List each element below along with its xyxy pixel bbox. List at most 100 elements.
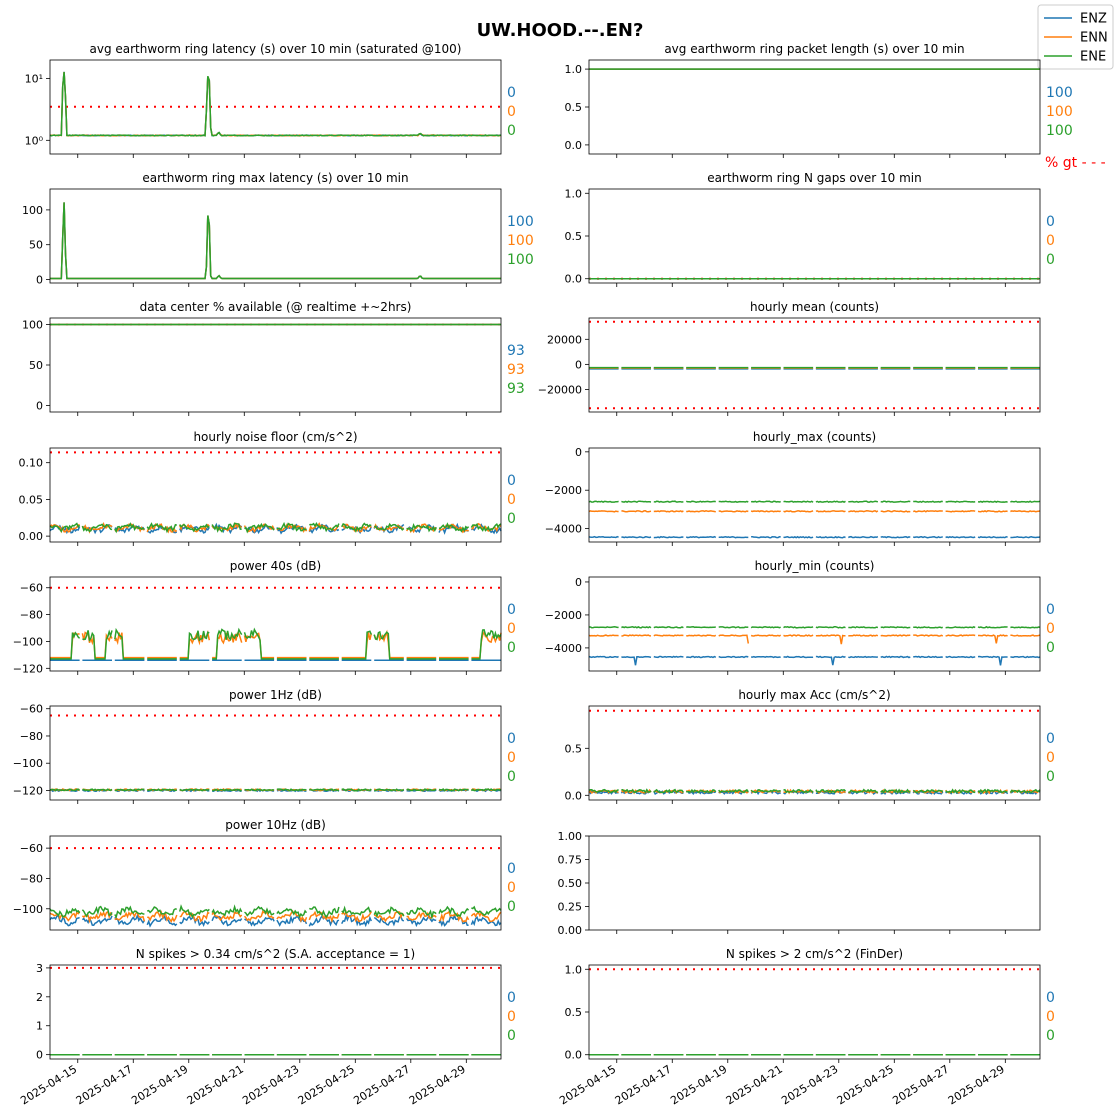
subplot-9: power 40s (dB) −120 −100 −80 −60 0 0 0	[13, 559, 516, 675]
subplot-3: earthworm ring max latency (s) over 10 m…	[22, 171, 534, 287]
y-tick-label: 1.0	[565, 187, 583, 200]
series-line-ene	[49, 72, 501, 137]
subplot-title: power 1Hz (dB)	[229, 688, 322, 702]
x-tick-label: 2025-04-25	[835, 1063, 896, 1108]
y-tick-label: 0	[36, 400, 43, 413]
y-tick-label: 0.5	[565, 101, 583, 114]
axes-frame	[49, 576, 502, 672]
subplot-4: earthworm ring N gaps over 10 min 0.0 0.5 1…	[565, 171, 1055, 287]
y-tick-label: −120	[13, 784, 43, 797]
percent-label-enz: 0	[507, 473, 516, 489]
y-tick-label: 50	[29, 239, 43, 252]
axes-frame	[49, 317, 502, 413]
subplot-title: N spikes > 2 cm/s^2 (FinDer)	[726, 947, 903, 961]
percent-label-ene: 100	[1046, 123, 1073, 139]
percent-label-ene: 0	[1046, 640, 1055, 656]
x-tick-label: 2025-04-19	[129, 1063, 190, 1108]
axes-frame	[49, 447, 502, 543]
subplot-12: hourly max Acc (cm/s^2) 0.0 0.5 0 0 0	[565, 688, 1055, 804]
axes-frame	[588, 447, 1041, 543]
subplot-title: power 40s (dB)	[230, 559, 321, 573]
subplot-6: hourly mean (counts) −20000 0 20000	[538, 300, 1041, 416]
subplot-title: earthworm ring N gaps over 10 min	[707, 171, 921, 185]
percent-label-enz: 0	[507, 990, 516, 1006]
percent-label-enz: 100	[507, 214, 534, 230]
subplot-2: avg earthworm ring packet length (s) ove…	[565, 42, 1106, 171]
series-line-ene	[588, 500, 1041, 504]
percent-label-enz: 0	[507, 85, 516, 101]
y-tick-label: 0.0	[565, 139, 583, 152]
x-tick-label: 2025-04-29	[407, 1063, 468, 1108]
percent-label-ene: 0	[507, 640, 516, 656]
percent-label-enn: 0	[507, 621, 516, 637]
subplot-title: N spikes > 0.34 cm/s^2 (S.A. acceptance …	[136, 947, 415, 961]
x-tick-label: 2025-04-29	[946, 1063, 1007, 1108]
series-line-enn	[50, 629, 502, 659]
y-tick-label: 10¹	[25, 73, 43, 86]
percent-label-ene: 0	[507, 769, 516, 785]
y-tick-label: 1.0	[565, 963, 583, 976]
y-tick-label: 0.75	[558, 854, 583, 867]
percent-label-ene: 0	[507, 123, 516, 139]
subplot-14: 0.00 0.25 0.50 0.75 1.00	[558, 830, 1041, 937]
y-tick-label: −100	[13, 757, 43, 770]
percent-label-ene: 0	[507, 1028, 516, 1044]
y-tick-label: −60	[20, 703, 43, 716]
percent-label-ene: 0	[507, 899, 516, 915]
x-tick-label: 2025-04-21	[185, 1063, 246, 1108]
axes-frame	[588, 964, 1041, 1060]
percent-label-enz: 0	[1046, 731, 1055, 747]
y-tick-label: 0.00	[19, 530, 44, 543]
axes-frame	[49, 705, 502, 801]
x-tick-label: 2025-04-21	[724, 1063, 785, 1108]
y-tick-label: 0	[575, 358, 582, 371]
y-tick-label: 0.5	[565, 230, 583, 243]
series-line-ene	[588, 788, 1041, 794]
y-tick-label: 20000	[547, 333, 582, 346]
subplot-title: hourly noise floor (cm/s^2)	[193, 430, 357, 444]
percent-label-enn: 0	[507, 104, 516, 120]
percent-label-enn: 0	[507, 880, 516, 896]
series-line-enn	[50, 71, 502, 137]
y-tick-label: −2000	[545, 484, 582, 497]
y-tick-label: 0	[575, 576, 582, 589]
axes-frame	[588, 705, 1041, 801]
y-tick-label: −100	[13, 635, 43, 648]
y-tick-label: 100	[22, 204, 43, 217]
subplot-1: avg earthworm ring latency (s) over 10 m…	[25, 42, 516, 158]
x-tick-label: 2025-04-23	[779, 1063, 840, 1108]
series-line-ene	[49, 904, 502, 921]
y-tick-label: 1.00	[558, 830, 583, 843]
subplot-title: hourly_max (counts)	[753, 430, 876, 444]
series-line-ene	[589, 625, 1041, 629]
axes-frame	[588, 835, 1041, 931]
y-tick-label: 0.50	[558, 877, 583, 890]
subplot-title: avg earthworm ring latency (s) over 10 m…	[90, 42, 462, 56]
axes-frame	[588, 188, 1041, 284]
percent-label-ene: 0	[1046, 769, 1055, 785]
y-tick-label: −100	[13, 903, 43, 916]
percent-label-ene: 0	[1046, 1028, 1055, 1044]
percent-label-enn: 100	[1046, 104, 1073, 120]
y-tick-label: −120	[13, 662, 43, 675]
percent-label-enn: 0	[1046, 621, 1055, 637]
subplot-11: power 1Hz (dB) −120 −100 −80 −60 0 0 0	[13, 688, 516, 804]
axes-frame	[49, 188, 502, 284]
legend: ENZ ENN ENE	[1037, 4, 1114, 70]
y-tick-label: 1.0	[565, 63, 583, 76]
y-tick-label: 0.00	[558, 924, 583, 937]
y-tick-label: 0.0	[565, 1049, 583, 1062]
y-tick-label: 0.0	[565, 789, 583, 802]
axes-frame	[588, 59, 1041, 155]
y-tick-label: 0	[36, 274, 43, 287]
y-tick-label: −60	[20, 842, 43, 855]
percent-label-enz: 93	[507, 343, 525, 359]
percent-label-enn: 0	[1046, 233, 1055, 249]
percent-label-enn: 100	[507, 233, 534, 249]
subplot-title: avg earthworm ring packet length (s) ove…	[664, 42, 964, 56]
percent-label-enn: 0	[1046, 1009, 1055, 1025]
series-line-enn	[50, 202, 501, 280]
subplot-title: earthworm ring max latency (s) over 10 m…	[142, 171, 408, 185]
x-tick-label: 2025-04-17	[74, 1063, 135, 1108]
y-tick-label: 100	[22, 318, 43, 331]
